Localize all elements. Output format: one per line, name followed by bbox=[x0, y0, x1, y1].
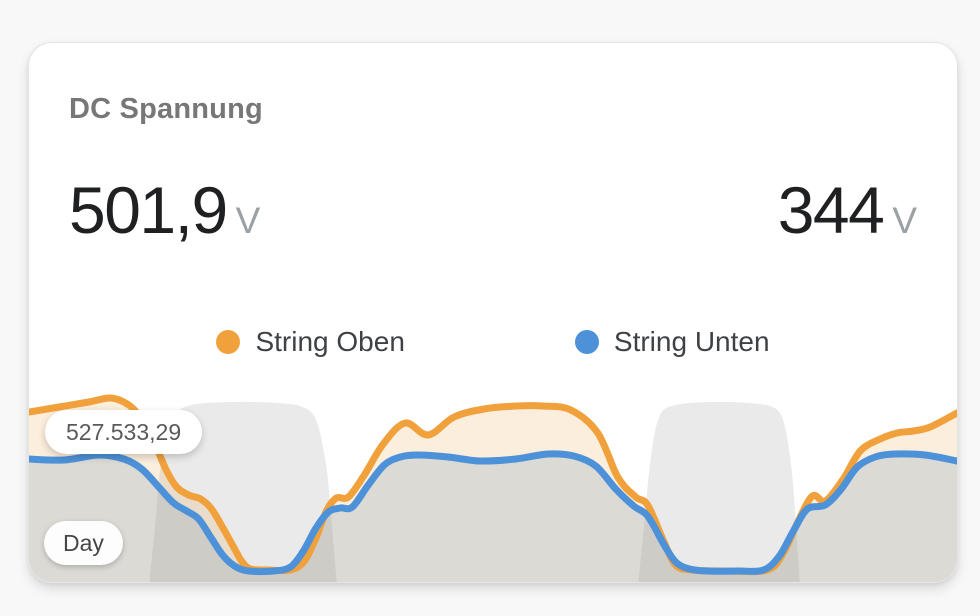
reading-string-unten: 344 V bbox=[778, 173, 917, 249]
tooltip-badge: 527.533,29 bbox=[45, 410, 203, 454]
legend-item-string-unten[interactable]: String Unten bbox=[574, 326, 770, 358]
legend-dot-icon bbox=[216, 330, 241, 354]
reading-string-oben: 501,9 V bbox=[69, 173, 260, 249]
readings-row: 501,9 V 344 V bbox=[69, 173, 917, 249]
legend-label: String Unten bbox=[613, 326, 770, 357]
series-area bbox=[29, 453, 957, 582]
series-line bbox=[29, 450, 957, 576]
legend-label: String Oben bbox=[255, 326, 405, 357]
range-selector-chip[interactable]: Day bbox=[44, 521, 123, 565]
chart-area[interactable]: 527.533,29 Day bbox=[29, 389, 957, 582]
reading-value: 344 bbox=[777, 173, 885, 247]
legend-dot-icon bbox=[574, 330, 599, 354]
legend-item-string-oben[interactable]: String Oben bbox=[216, 326, 405, 358]
reading-unit: V bbox=[892, 200, 917, 241]
legend: String Oben String Unten bbox=[29, 326, 957, 358]
night-band bbox=[638, 401, 800, 582]
night-band bbox=[149, 401, 337, 582]
range-selector-label: Day bbox=[63, 530, 104, 556]
series-area bbox=[29, 397, 957, 582]
voltage-chart-svg bbox=[29, 394, 957, 582]
card-title: DC Spannung bbox=[69, 93, 263, 125]
dc-voltage-card: DC Spannung 501,9 V 344 V String Oben St… bbox=[28, 42, 958, 583]
reading-unit: V bbox=[235, 200, 261, 241]
tooltip-value: 527.533,29 bbox=[66, 419, 182, 445]
reading-value: 501,9 bbox=[69, 173, 228, 247]
